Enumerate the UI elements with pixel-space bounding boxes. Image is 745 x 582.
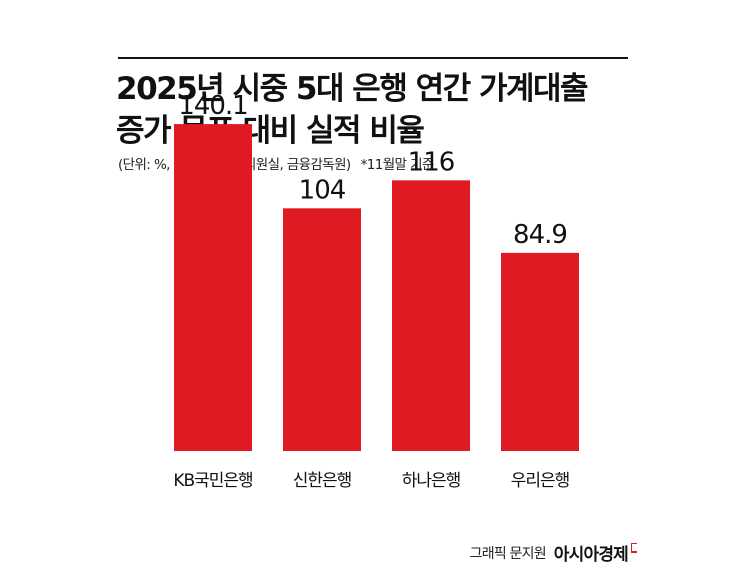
graphic-credit: 그래픽 문지원 xyxy=(469,545,547,562)
category-label-0: KB국민은행 xyxy=(173,471,252,491)
brand-mark-icon xyxy=(631,542,637,553)
category-label-1: 신한은행 xyxy=(293,471,352,491)
value-label-3: 84.9 xyxy=(513,220,567,250)
bar-2 xyxy=(392,180,470,452)
note-text: *11월말 기준 xyxy=(360,157,435,173)
value-label-0: 140.1 xyxy=(178,91,247,121)
title-line-1: 2025년 시중 5대 은행 연간 가계대출 xyxy=(116,71,589,107)
value-label-1: 104 xyxy=(299,175,346,205)
bar-1 xyxy=(283,208,361,451)
top-rule xyxy=(118,57,628,59)
category-label-3: 우리은행 xyxy=(511,471,570,491)
value-label-2: 116 xyxy=(408,147,455,177)
title-line-2: 증가 목표 대비 실적 비율 xyxy=(116,113,425,149)
chart-title: 2025년 시중 5대 은행 연간 가계대출 증가 목표 대비 실적 비율 xyxy=(116,68,636,152)
bar-0 xyxy=(174,124,252,451)
bar-3 xyxy=(501,252,579,451)
footer-credit: 그래픽 문지원 아시아경제 xyxy=(470,540,637,565)
category-label-2: 하나은행 xyxy=(402,471,461,491)
brand-logo: 아시아경제 xyxy=(553,545,629,565)
